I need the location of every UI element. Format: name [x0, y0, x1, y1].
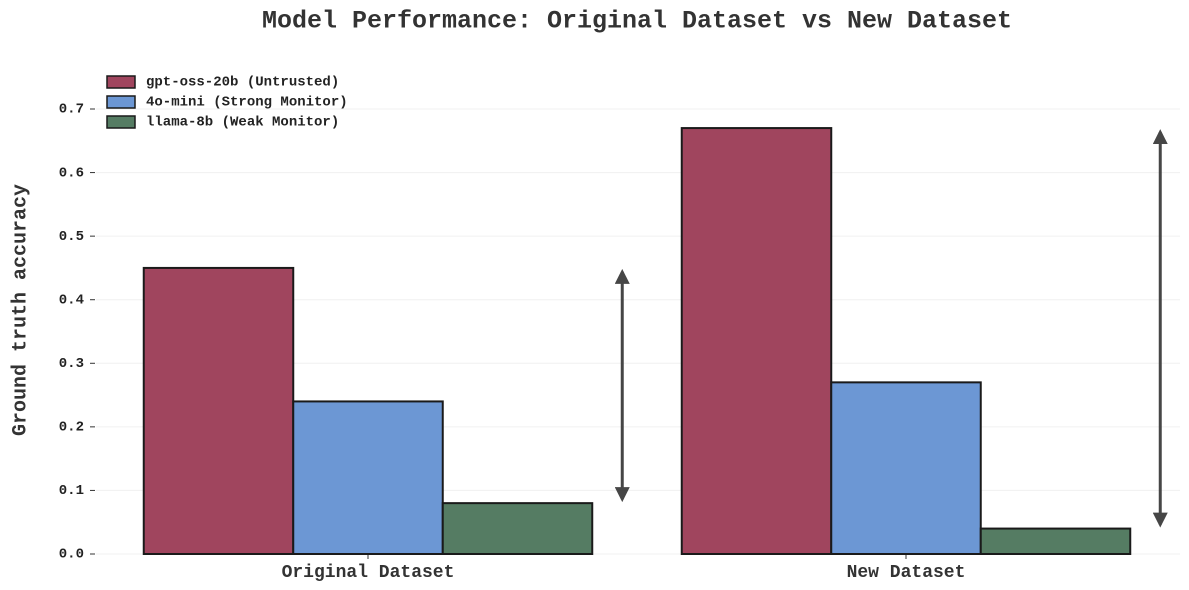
legend-label: llama-8b (Weak Monitor)	[146, 115, 339, 131]
y-axis-label: Ground truth accuracy	[9, 184, 32, 436]
chart-title: Model Performance: Original Dataset vs N…	[262, 7, 1012, 36]
x-tick-label: Original Dataset	[282, 563, 455, 583]
legend-swatch	[106, 75, 136, 89]
bar	[979, 527, 1132, 555]
legend-label: gpt-oss-20b (Untrusted)	[146, 75, 339, 91]
bar	[142, 266, 295, 555]
bar	[292, 400, 444, 555]
y-tick-label: 0.0	[59, 547, 84, 563]
y-tick-label: 0.6	[59, 165, 84, 181]
y-tick-label: 0.2	[59, 420, 84, 436]
y-tick-label: 0.4	[59, 292, 84, 308]
bar	[830, 381, 982, 555]
y-tick-label: 0.7	[59, 102, 84, 118]
y-tick-label: 0.5	[59, 229, 84, 245]
y-tick-label: 0.3	[59, 356, 84, 372]
y-tick-label: 0.1	[59, 483, 84, 499]
legend-swatch	[106, 115, 136, 129]
bar	[441, 502, 594, 555]
legend-label: 4o-mini (Strong Monitor)	[146, 95, 348, 111]
bar	[680, 127, 833, 555]
legend-swatch	[106, 95, 136, 109]
x-tick-label: New Dataset	[847, 563, 966, 583]
